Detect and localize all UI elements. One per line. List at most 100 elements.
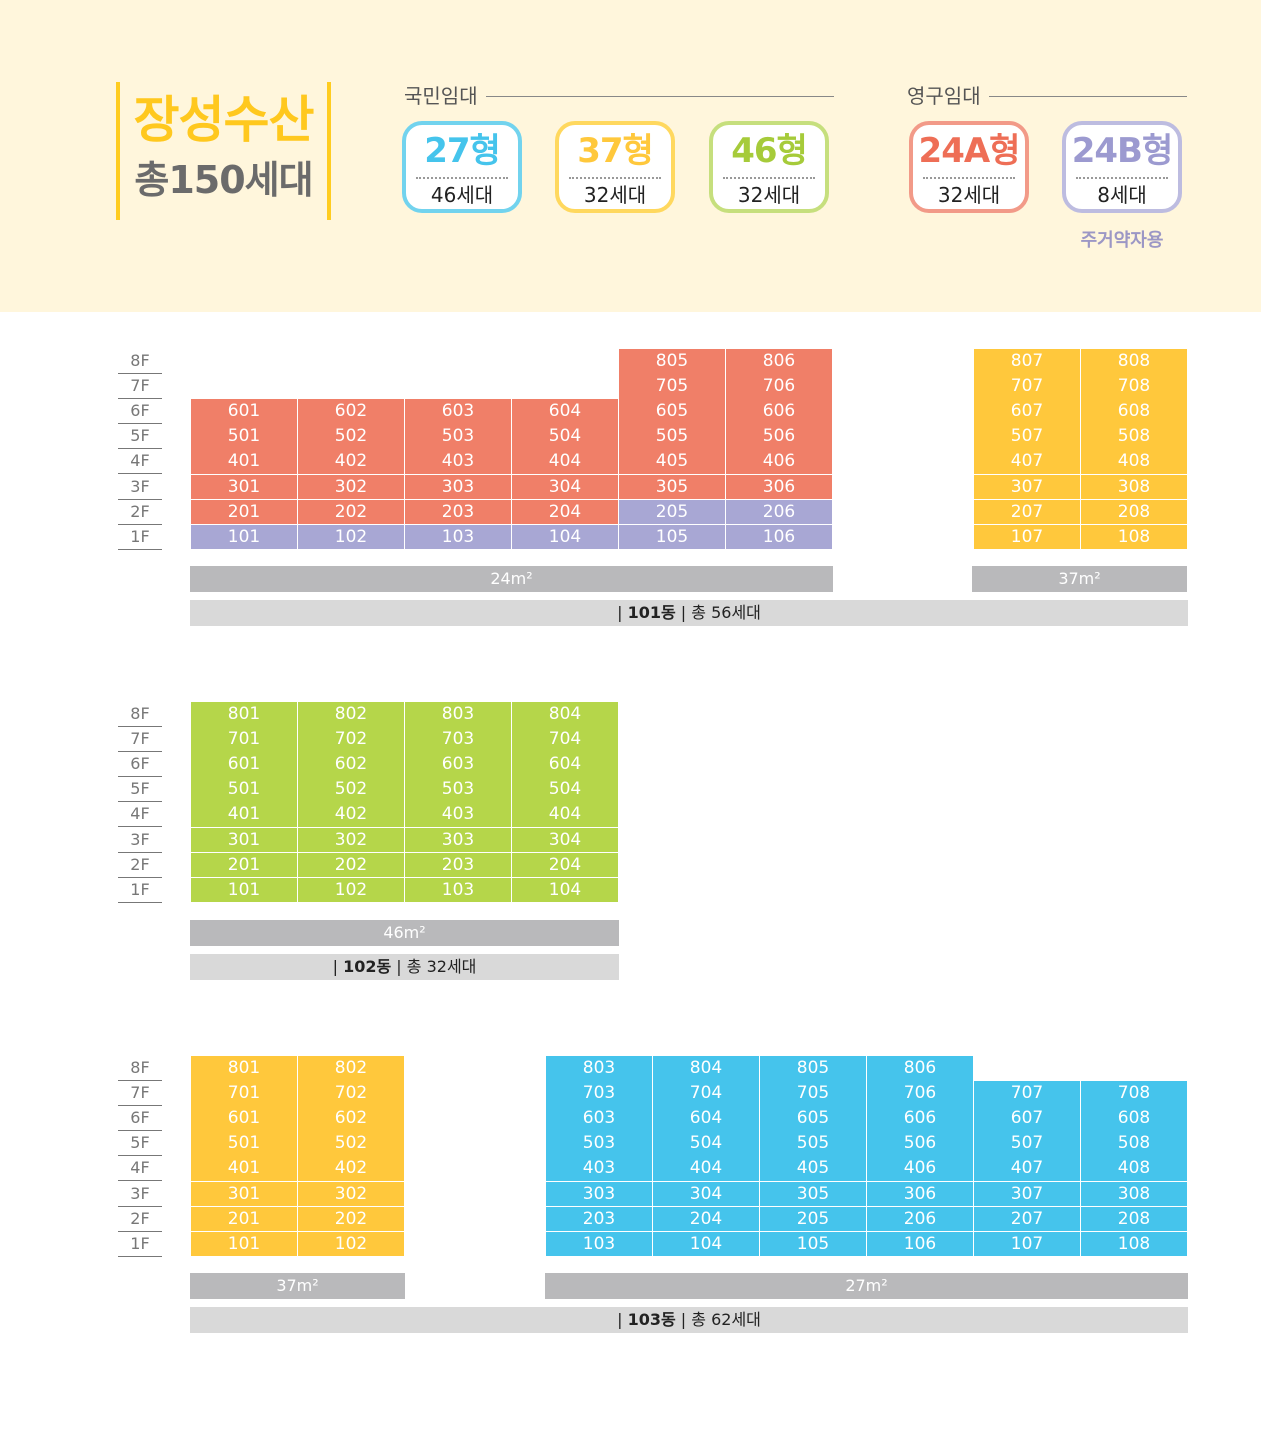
badge-46-name: 46형 — [731, 131, 808, 171]
unit-cell-404: 404 — [512, 802, 619, 828]
unit-cell-304: 304 — [512, 827, 619, 853]
unit-cell-805: 805 — [760, 1056, 867, 1082]
unit-cell-508: 508 — [1081, 1131, 1188, 1157]
floor-label-3f: 3F — [118, 1182, 162, 1207]
floor-label-2f: 2F — [118, 500, 162, 525]
unit-cell-402: 402 — [298, 1156, 405, 1182]
unit-cell-804: 804 — [512, 702, 619, 728]
badge-24b-name: 24B형 — [1071, 131, 1174, 171]
unit-cell-708: 708 — [1081, 1081, 1188, 1107]
area-bar-103-27: 27m² — [545, 1273, 1188, 1299]
unit-cell-101: 101 — [191, 524, 298, 551]
floor-label-7f: 7F — [118, 374, 162, 400]
unit-cell-704: 704 — [653, 1081, 760, 1107]
building-102-name: 102동 — [343, 957, 392, 976]
unit-cell-603: 603 — [405, 399, 512, 425]
unit-cell-401: 401 — [191, 802, 298, 828]
unit-cell-403: 403 — [405, 449, 512, 475]
floor-label-2f: 2F — [118, 853, 162, 878]
floor-label-5f: 5F — [118, 1131, 162, 1157]
badge-24a: 24A형 32세대 — [909, 121, 1029, 213]
floor-label-5f: 5F — [118, 424, 162, 450]
unit-cell-204: 204 — [653, 1206, 760, 1233]
badge-24a-name: 24A형 — [918, 131, 1021, 171]
floor-label-1f: 1F — [118, 525, 162, 550]
unit-cell-301: 301 — [191, 1181, 298, 1207]
building-101-total: 총 56세대 — [691, 603, 761, 622]
unit-cell-102: 102 — [298, 524, 405, 551]
unit-cell-407: 407 — [974, 449, 1081, 475]
unit-cell-206: 206 — [867, 1206, 974, 1233]
title-block: 장성수산 총150세대 — [116, 82, 331, 220]
unit-cell-201: 201 — [191, 1206, 298, 1233]
unit-cell-106: 106 — [726, 524, 833, 551]
unit-cell-601: 601 — [191, 752, 298, 778]
unit-cell-103: 103 — [405, 524, 512, 551]
unit-cell-507: 507 — [974, 1131, 1081, 1157]
unit-cell-708: 708 — [1081, 374, 1188, 400]
unit-cell-107: 107 — [974, 524, 1081, 551]
unit-cell-701: 701 — [191, 727, 298, 753]
unit-cell-308: 308 — [1081, 1181, 1188, 1207]
unit-cell-503: 503 — [546, 1131, 653, 1157]
unit-cell-303: 303 — [405, 827, 512, 853]
unit-cell-704: 704 — [512, 727, 619, 753]
unit-cell-807: 807 — [974, 349, 1081, 375]
unit-cell-307: 307 — [974, 474, 1081, 500]
badge-24a-count: 32세대 — [937, 183, 1001, 207]
unit-cell-202: 202 — [298, 499, 405, 526]
unit-cell-202: 202 — [298, 1206, 405, 1233]
unit-cell-102: 102 — [298, 877, 405, 904]
unit-cell-201: 201 — [191, 852, 298, 879]
unit-cell-605: 605 — [760, 1106, 867, 1132]
badge-27-count: 46세대 — [430, 183, 494, 207]
badge-24b-note: 주거약자용 — [1080, 230, 1164, 251]
unit-cell-608: 608 — [1081, 1106, 1188, 1132]
unit-cell-804: 804 — [653, 1056, 760, 1082]
unit-cell-507: 507 — [974, 424, 1081, 450]
unit-cell-603: 603 — [405, 752, 512, 778]
badge-46: 46형 32세대 — [709, 121, 829, 213]
unit-cell-303: 303 — [405, 474, 512, 500]
unit-cell-306: 306 — [867, 1181, 974, 1207]
floor-label-3f: 3F — [118, 475, 162, 500]
unit-cell-302: 302 — [298, 1181, 405, 1207]
unit-cell-608: 608 — [1081, 399, 1188, 425]
floor-label-8f: 8F — [118, 1056, 162, 1081]
unit-cell-702: 702 — [298, 1081, 405, 1107]
unit-cell-406: 406 — [726, 449, 833, 475]
unit-cell-502: 502 — [298, 1131, 405, 1157]
unit-cell-403: 403 — [405, 802, 512, 828]
badge-divider — [723, 177, 815, 179]
unit-cell-505: 505 — [760, 1131, 867, 1157]
area-bar-103-37: 37m² — [190, 1273, 405, 1299]
badge-24b: 24B형 8세대 — [1062, 121, 1182, 213]
unit-cell-305: 305 — [760, 1181, 867, 1207]
unit-cell-404: 404 — [512, 449, 619, 475]
floor-label-6f: 6F — [118, 1106, 162, 1132]
badge-divider — [923, 177, 1015, 179]
unit-cell-204: 204 — [512, 499, 619, 526]
group-line-permanent — [907, 96, 1187, 97]
unit-cell-403: 403 — [546, 1156, 653, 1182]
total-households: 총150세대 — [134, 158, 313, 202]
unit-cell-103: 103 — [405, 877, 512, 904]
unit-cell-801: 801 — [191, 1056, 298, 1082]
unit-cell-102: 102 — [298, 1231, 405, 1258]
unit-cell-602: 602 — [298, 1106, 405, 1132]
unit-cell-607: 607 — [974, 1106, 1081, 1132]
unit-cell-703: 703 — [405, 727, 512, 753]
floor-label-5f: 5F — [118, 777, 162, 803]
unit-cell-408: 408 — [1081, 449, 1188, 475]
unit-cell-607: 607 — [974, 399, 1081, 425]
floor-label-7f: 7F — [118, 727, 162, 753]
badge-37: 37형 32세대 — [555, 121, 675, 213]
unit-cell-404: 404 — [653, 1156, 760, 1182]
floor-label-8f: 8F — [118, 702, 162, 727]
unit-cell-705: 705 — [760, 1081, 867, 1107]
unit-cell-203: 203 — [405, 852, 512, 879]
unit-cell-501: 501 — [191, 1131, 298, 1157]
unit-cell-208: 208 — [1081, 499, 1188, 526]
unit-cell-307: 307 — [974, 1181, 1081, 1207]
title-right-bar — [327, 82, 331, 220]
